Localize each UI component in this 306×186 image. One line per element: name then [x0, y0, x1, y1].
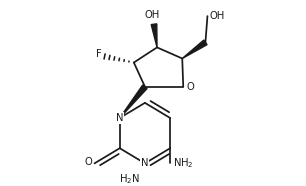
Text: O: O: [85, 157, 92, 167]
Text: N: N: [116, 113, 124, 123]
Text: N: N: [141, 158, 149, 168]
Text: OH: OH: [210, 11, 225, 21]
Polygon shape: [182, 40, 207, 58]
Polygon shape: [151, 24, 157, 47]
Text: H$_2$N: H$_2$N: [119, 173, 140, 186]
Text: NH$_2$: NH$_2$: [173, 156, 194, 170]
Polygon shape: [120, 85, 147, 118]
Text: OH: OH: [144, 10, 160, 20]
Text: F: F: [96, 49, 102, 60]
Text: O: O: [186, 82, 194, 92]
